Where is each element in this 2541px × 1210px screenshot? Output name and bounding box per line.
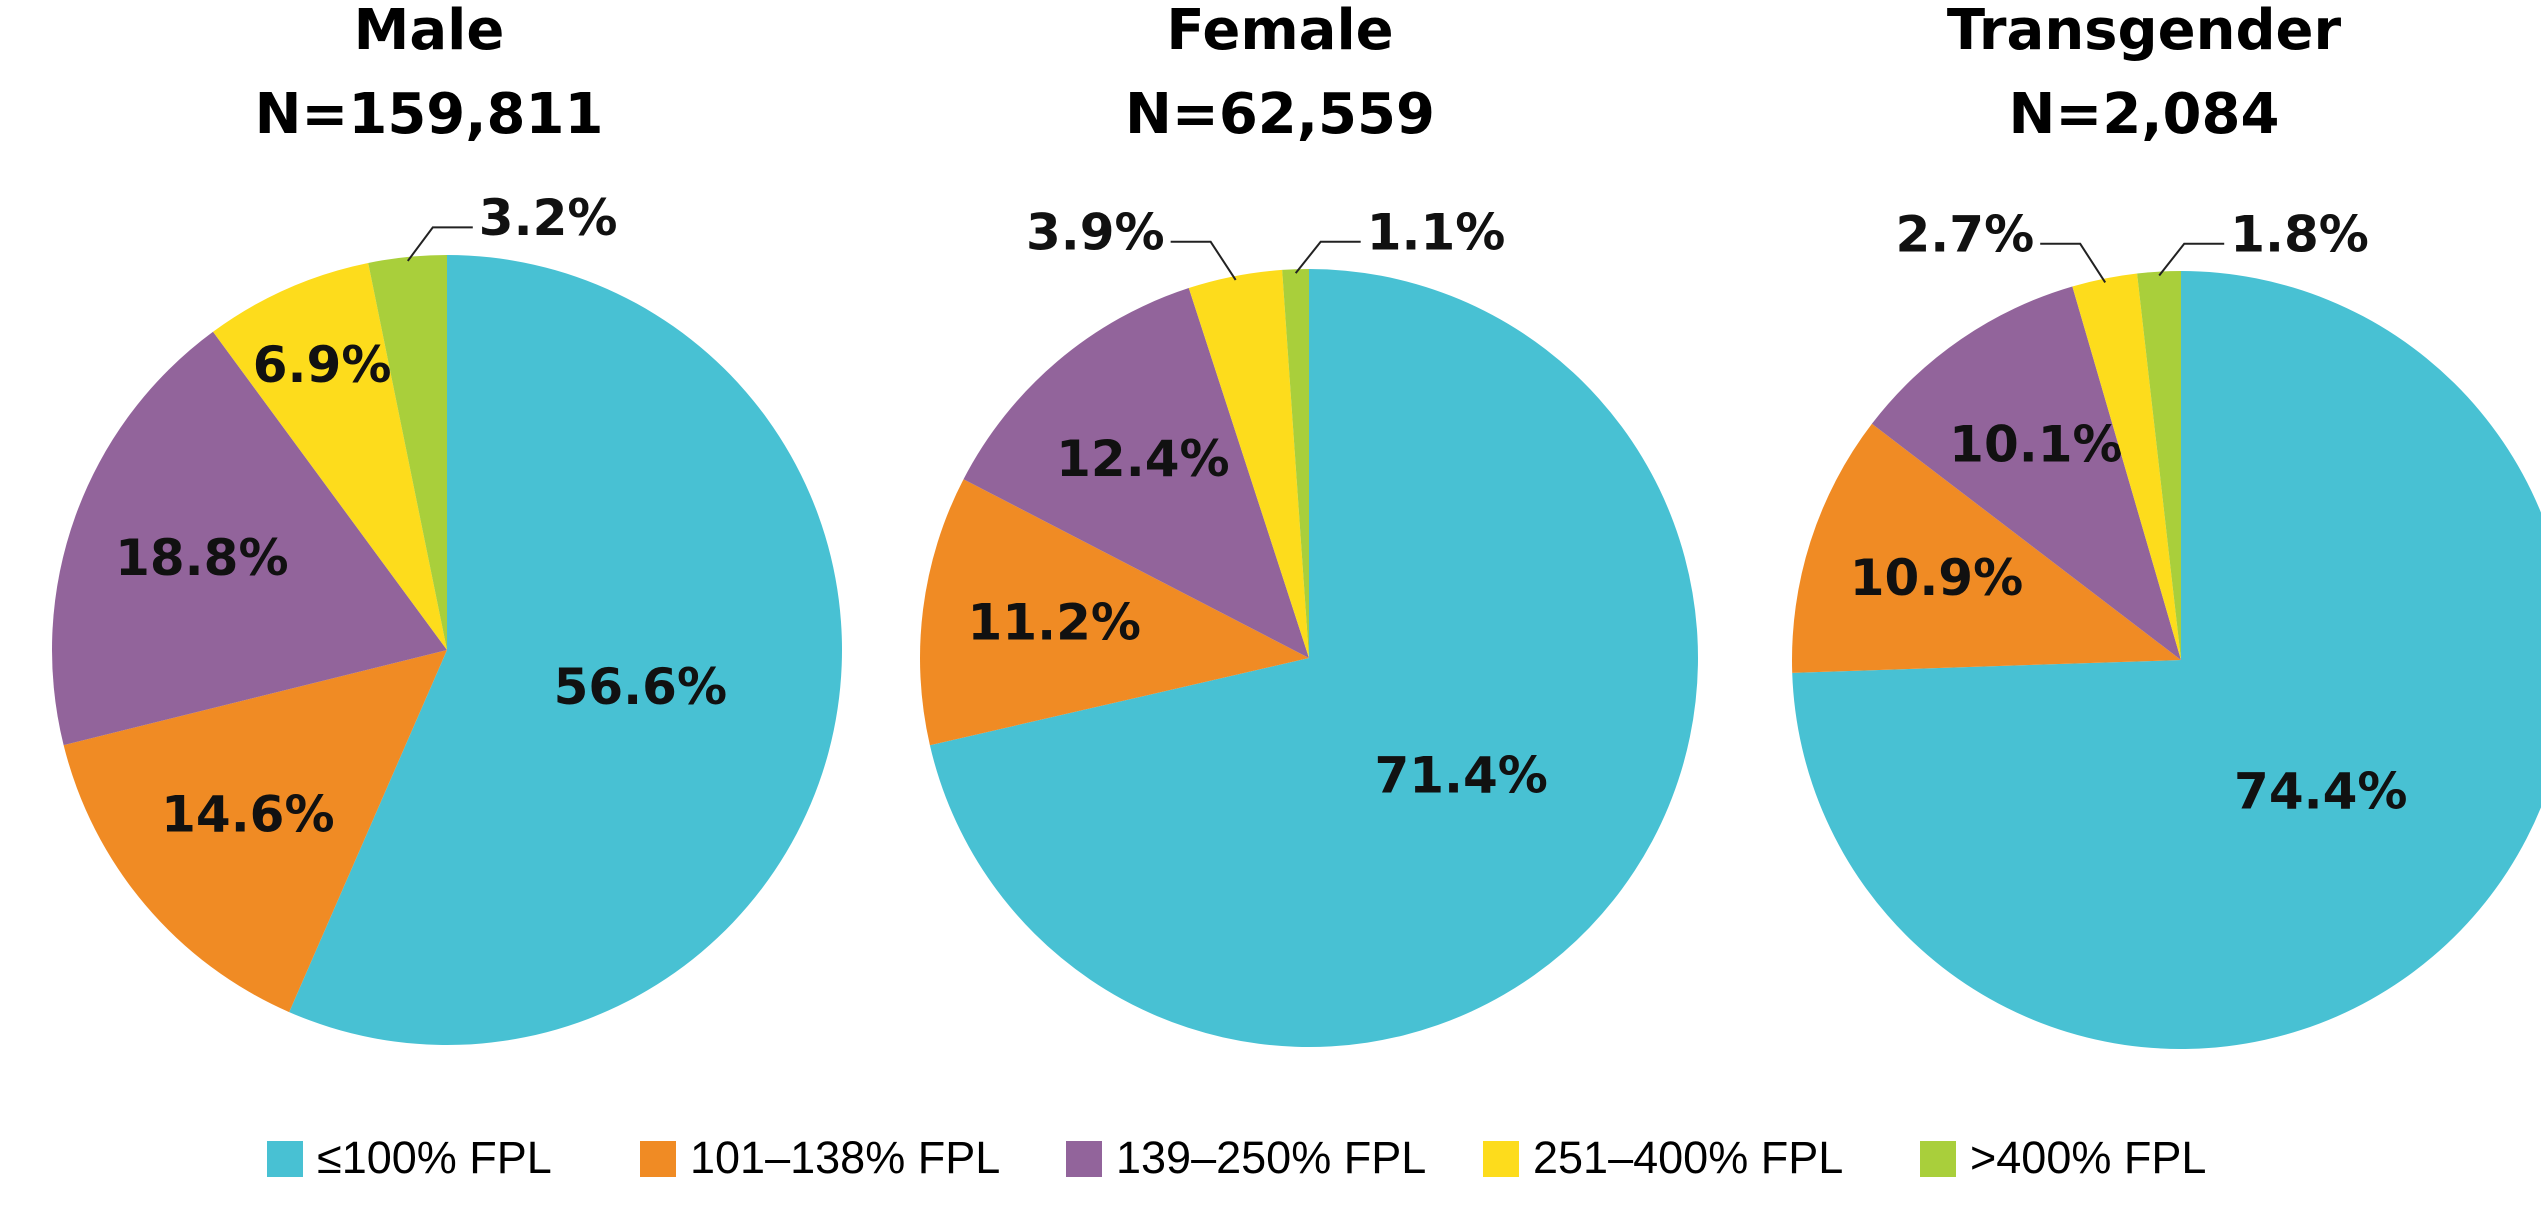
legend-label: 139–250% FPL bbox=[1116, 1132, 1426, 1183]
value-label: 1.1% bbox=[1367, 203, 1506, 261]
legend-label: ≤100% FPL bbox=[317, 1132, 552, 1183]
pie-slice bbox=[1792, 423, 2181, 673]
legend-swatch bbox=[267, 1141, 303, 1177]
value-label: 10.1% bbox=[1949, 416, 2122, 474]
value-label: 2.7% bbox=[1896, 205, 2035, 263]
pie-slice bbox=[52, 331, 448, 746]
value-label: 18.8% bbox=[115, 529, 288, 587]
value-label: 1.8% bbox=[2230, 205, 2369, 263]
pie-slice bbox=[289, 255, 843, 1045]
value-label: 56.6% bbox=[554, 658, 727, 716]
pie-slice bbox=[2137, 271, 2181, 660]
legend-label: 101–138% FPL bbox=[690, 1132, 1000, 1183]
value-label: 11.2% bbox=[968, 593, 1141, 651]
leader-line bbox=[2040, 242, 2107, 283]
leader-line bbox=[1294, 240, 1361, 274]
value-label: 14.6% bbox=[161, 786, 334, 844]
value-label: 3.9% bbox=[1026, 203, 1165, 261]
value-label: 12.4% bbox=[1056, 430, 1229, 488]
pie-slice bbox=[2072, 273, 2181, 660]
chart-title: Female bbox=[1166, 0, 1393, 63]
legend-swatch bbox=[1483, 1141, 1519, 1177]
legend-label: 251–400% FPL bbox=[1533, 1132, 1843, 1183]
leader-line bbox=[406, 226, 473, 262]
pie-slice bbox=[1282, 269, 1309, 658]
legend-swatch bbox=[1066, 1141, 1102, 1177]
pie-slice bbox=[1188, 269, 1309, 658]
chart-subtitle: N=159,811 bbox=[255, 82, 604, 147]
pie-slice bbox=[213, 262, 447, 650]
chart-title: Male bbox=[354, 0, 505, 63]
pie-slice bbox=[929, 269, 1698, 1047]
pie-slice bbox=[920, 479, 1309, 746]
chart-subtitle: N=2,084 bbox=[2009, 82, 2280, 147]
value-label: 3.2% bbox=[479, 189, 618, 247]
value-label: 74.4% bbox=[2234, 763, 2407, 821]
value-label: 71.4% bbox=[1374, 747, 1547, 805]
leader-line bbox=[2158, 242, 2225, 277]
chart-subtitle: N=62,559 bbox=[1125, 82, 1435, 147]
pie-slice bbox=[963, 288, 1309, 658]
value-label: 10.9% bbox=[1850, 549, 2023, 607]
chart-title: Transgender bbox=[1947, 0, 2342, 63]
leader-line bbox=[1170, 240, 1237, 281]
legend-label: >400% FPL bbox=[1970, 1132, 2206, 1183]
pie-slice bbox=[368, 255, 447, 650]
legend-swatch bbox=[1920, 1141, 1956, 1177]
pie-slice bbox=[1792, 271, 2541, 1049]
legend-swatch bbox=[640, 1141, 676, 1177]
pie-slice bbox=[1871, 286, 2181, 660]
value-label: 6.9% bbox=[253, 336, 392, 394]
pie-slice bbox=[63, 650, 447, 1013]
